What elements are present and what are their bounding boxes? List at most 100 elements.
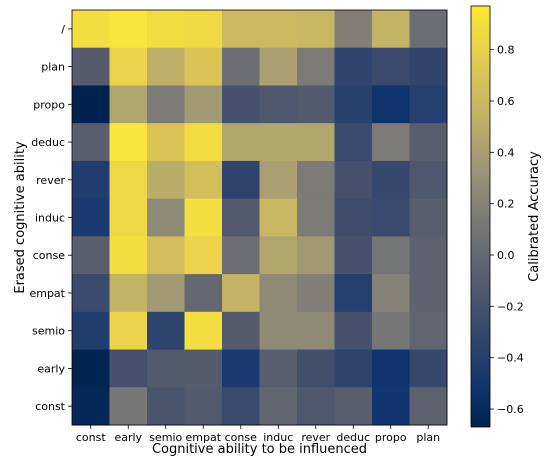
y-tick-label: rever [36, 174, 65, 187]
y-tick-label: / [61, 23, 65, 36]
heatmap-cell [184, 236, 223, 275]
heatmap-cell [184, 387, 223, 426]
heatmap-cell [222, 160, 260, 200]
heatmap-cell [297, 274, 335, 313]
heatmap-cell [334, 123, 373, 162]
heatmap-cell [372, 47, 410, 86]
x-tick-label: empat [185, 431, 221, 444]
y-axis-label: Erased cognitive ability [13, 141, 28, 294]
heatmap-cell [147, 349, 185, 388]
y-tick-label: induc [35, 212, 65, 225]
colorbar-tick-label: 0.0 [497, 249, 515, 262]
heatmap-cell [109, 160, 148, 200]
heatmap-cell [334, 160, 373, 200]
heatmap-cell [222, 123, 260, 162]
heatmap-cell [147, 236, 185, 275]
heatmap-cell [72, 311, 110, 351]
heatmap-cell [409, 198, 448, 237]
heatmap-cell [297, 198, 335, 237]
heatmap-cell [372, 311, 410, 351]
colorbar-tick-label: 0.2 [497, 198, 515, 211]
heatmap-cell [184, 349, 223, 388]
heatmap-cell [409, 311, 448, 351]
heatmap-cell [259, 85, 298, 124]
x-tick-label: induc [263, 431, 293, 444]
heatmap-cell [372, 236, 410, 275]
heatmap-cell [147, 85, 185, 124]
heatmap-cell [372, 160, 410, 200]
heatmap-cell [334, 47, 373, 86]
heatmap-cell [372, 123, 410, 162]
heatmap-cell [297, 387, 335, 426]
heatmap-cell [259, 198, 298, 237]
heatmap-cell [184, 123, 223, 162]
heatmap-cell [297, 160, 335, 200]
heatmap-cell [184, 10, 223, 49]
heatmap-cell [72, 349, 110, 388]
y-tick-label: deduc [31, 136, 65, 149]
y-tick-label: plan [41, 61, 65, 74]
heatmap-cell [334, 387, 373, 426]
heatmap-cell [222, 198, 260, 237]
heatmap-cell [72, 160, 110, 200]
heatmap-cell [409, 10, 448, 49]
heatmap-cell [109, 85, 148, 124]
x-tick-label: conse [225, 431, 257, 444]
heatmap-cell [409, 387, 448, 426]
heatmap-cell [184, 198, 223, 237]
heatmap-cell [372, 198, 410, 237]
heatmap-cell [184, 160, 223, 200]
x-tick-label: plan [416, 431, 440, 444]
heatmap-cell [259, 349, 298, 388]
heatmap-cell [297, 123, 335, 162]
heatmap-cell [259, 236, 298, 275]
heatmap-cell [109, 123, 148, 162]
heatmap-cell [297, 85, 335, 124]
heatmap-cell [297, 236, 335, 275]
heatmap-cell [297, 349, 335, 388]
y-tick-label: semio [32, 325, 65, 338]
x-tick-label: semio [149, 431, 182, 444]
heatmap-cell [222, 85, 260, 124]
heatmap-cell [147, 10, 185, 49]
y-tick-label: conse [33, 249, 65, 262]
heatmap-cell [184, 85, 223, 124]
heatmap-cell [334, 198, 373, 237]
heatmap-cell [297, 10, 335, 49]
colorbar-tick-label: 0.4 [497, 146, 515, 159]
heatmap-cell [259, 160, 298, 200]
heatmap-cell [222, 311, 260, 351]
heatmap-cell [409, 274, 448, 313]
x-axis-label: Cognitive ability to be influenced [152, 442, 367, 457]
heatmap-cell [372, 274, 410, 313]
heatmap-cell [334, 274, 373, 313]
heatmap-cell [409, 47, 448, 86]
heatmap-cell [109, 236, 148, 275]
heatmap-cell [409, 123, 448, 162]
heatmap-cell [259, 47, 298, 86]
colorbar-ticks: −0.6 −0.4 −0.2 0.0 0.2 0.4 0.6 0.8 [490, 44, 524, 416]
heatmap-cell [147, 160, 185, 200]
heatmap-cell [259, 10, 298, 49]
heatmap-cell [72, 387, 110, 426]
heatmap-cell [72, 198, 110, 237]
heatmap-cell [297, 311, 335, 351]
heatmap-cell [334, 10, 373, 49]
heatmap-cell [409, 236, 448, 275]
heatmap-cell [147, 198, 185, 237]
colorbar [470, 5, 491, 428]
heatmap-cell [259, 387, 298, 426]
heatmap-cell [72, 236, 110, 275]
colorbar-label: Calibrated Accuracy [527, 151, 542, 282]
y-tick-label: propo [33, 98, 65, 111]
heatmap-cell [72, 123, 110, 162]
heatmap-cell [72, 10, 110, 49]
colorbar-tick-label: −0.6 [497, 403, 524, 416]
heatmap-cell [109, 311, 148, 351]
heatmap-cell [409, 349, 448, 388]
heatmap-cell [222, 10, 260, 49]
y-axis-ticks: / plan propo deduc rever induc conse empat semio… [29, 23, 72, 413]
heatmap-cell [72, 274, 110, 313]
colorbar-tick-label: 0.8 [497, 44, 515, 57]
